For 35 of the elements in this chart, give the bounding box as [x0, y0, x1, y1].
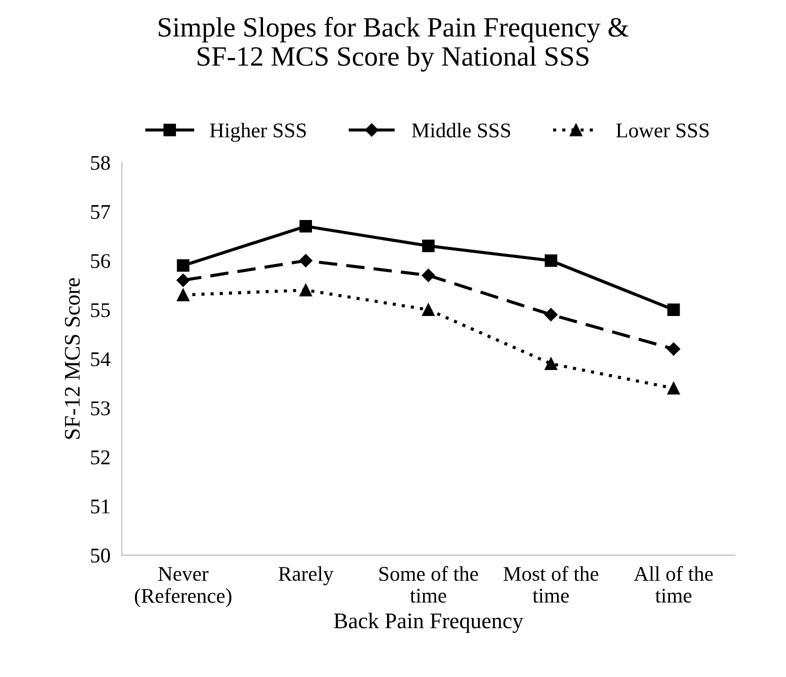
y-tick-label: 52	[91, 450, 110, 464]
x-tick-label: Rarely	[278, 566, 334, 586]
y-tick-label: 56	[91, 254, 110, 268]
point	[667, 303, 680, 316]
point	[544, 254, 558, 267]
x-tick-label: All of the time	[634, 566, 713, 603]
chart-title: Simple Slopes for Back Pain Frequency & SF-12 MCS Score by National SSS	[158, 16, 629, 72]
point	[544, 357, 558, 370]
x-tick-label: Some of the time	[379, 566, 478, 603]
y-tick-label: 55	[91, 303, 110, 318]
legend-label: Lower SSS	[616, 123, 709, 138]
x-axis-title: Back Pain Frequency	[334, 612, 524, 633]
point	[299, 254, 312, 268]
point	[300, 284, 312, 296]
point	[667, 382, 680, 395]
point	[667, 342, 680, 356]
y-tick-label: 51	[91, 500, 110, 514]
legend-label: Higher SSS	[210, 122, 306, 142]
y-tick-label: 54	[91, 352, 110, 366]
point	[176, 274, 190, 287]
point	[176, 259, 190, 272]
point	[422, 268, 435, 282]
y-tick-label: 53	[91, 401, 110, 416]
legend-label: Middle SSS	[412, 122, 510, 138]
point	[544, 308, 558, 322]
y-tick-label: 58	[91, 156, 110, 170]
x-tick-label: Never (Reference)	[134, 567, 232, 608]
x-tick-label: Most of the time	[504, 566, 598, 603]
y-axis-title: SF-12 MCS Score	[64, 278, 80, 439]
y-tick-label: 57	[91, 205, 110, 219]
point	[300, 220, 312, 233]
y-tick-label: 50	[91, 548, 110, 563]
point	[422, 303, 435, 316]
point	[422, 240, 435, 252]
point	[176, 288, 190, 302]
